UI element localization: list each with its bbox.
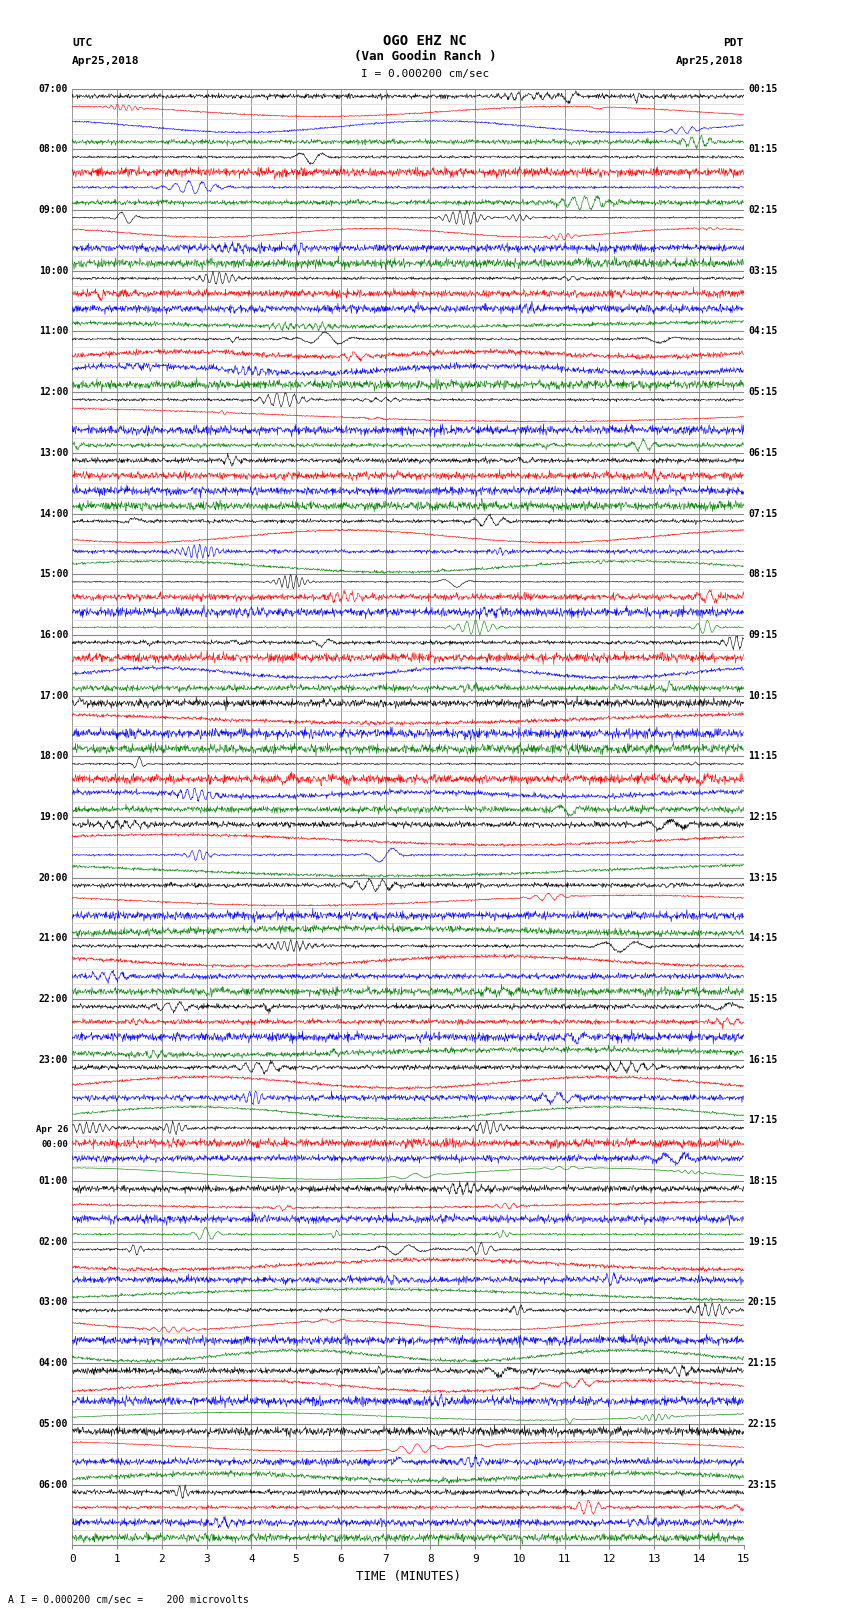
Text: 16:15: 16:15 (748, 1055, 778, 1065)
Text: Apr 26: Apr 26 (36, 1126, 68, 1134)
Text: I = 0.000200 cm/sec: I = 0.000200 cm/sec (361, 69, 489, 79)
Text: 12:00: 12:00 (38, 387, 68, 397)
Text: UTC: UTC (72, 39, 93, 48)
Text: 23:15: 23:15 (748, 1479, 778, 1489)
Text: 15:00: 15:00 (38, 569, 68, 579)
Text: 19:00: 19:00 (38, 811, 68, 823)
Text: 03:00: 03:00 (38, 1297, 68, 1308)
Text: 17:15: 17:15 (748, 1116, 778, 1126)
Text: 10:00: 10:00 (38, 266, 68, 276)
Text: OGO EHZ NC: OGO EHZ NC (383, 34, 467, 48)
Text: 06:00: 06:00 (38, 1479, 68, 1489)
Text: 10:15: 10:15 (748, 690, 778, 700)
Text: 22:15: 22:15 (748, 1419, 778, 1429)
Text: 01:00: 01:00 (38, 1176, 68, 1186)
Text: (Van Goodin Ranch ): (Van Goodin Ranch ) (354, 50, 496, 63)
Text: 00:00: 00:00 (41, 1140, 68, 1148)
Text: Apr25,2018: Apr25,2018 (677, 56, 744, 66)
Text: 04:00: 04:00 (38, 1358, 68, 1368)
Text: 07:15: 07:15 (748, 508, 778, 518)
Text: 08:00: 08:00 (38, 145, 68, 155)
Text: 20:15: 20:15 (748, 1297, 778, 1308)
Text: 21:00: 21:00 (38, 934, 68, 944)
Text: 13:15: 13:15 (748, 873, 778, 882)
Text: 05:15: 05:15 (748, 387, 778, 397)
Text: 07:00: 07:00 (38, 84, 68, 94)
Text: 02:15: 02:15 (748, 205, 778, 215)
Text: PDT: PDT (723, 39, 744, 48)
Text: 02:00: 02:00 (38, 1237, 68, 1247)
Text: 18:00: 18:00 (38, 752, 68, 761)
Text: 06:15: 06:15 (748, 448, 778, 458)
Text: A I = 0.000200 cm/sec =    200 microvolts: A I = 0.000200 cm/sec = 200 microvolts (8, 1595, 249, 1605)
Text: 14:15: 14:15 (748, 934, 778, 944)
Text: 03:15: 03:15 (748, 266, 778, 276)
Text: 08:15: 08:15 (748, 569, 778, 579)
Text: 16:00: 16:00 (38, 631, 68, 640)
Text: 20:00: 20:00 (38, 873, 68, 882)
Text: 11:00: 11:00 (38, 326, 68, 337)
Text: 09:00: 09:00 (38, 205, 68, 215)
Text: 04:15: 04:15 (748, 326, 778, 337)
Text: 17:00: 17:00 (38, 690, 68, 700)
Text: 12:15: 12:15 (748, 811, 778, 823)
Text: 19:15: 19:15 (748, 1237, 778, 1247)
Text: 00:15: 00:15 (748, 84, 778, 94)
Text: 21:15: 21:15 (748, 1358, 778, 1368)
Text: 18:15: 18:15 (748, 1176, 778, 1186)
Text: 15:15: 15:15 (748, 994, 778, 1003)
Text: 13:00: 13:00 (38, 448, 68, 458)
Text: 14:00: 14:00 (38, 508, 68, 518)
Text: 22:00: 22:00 (38, 994, 68, 1003)
Text: 01:15: 01:15 (748, 145, 778, 155)
X-axis label: TIME (MINUTES): TIME (MINUTES) (355, 1569, 461, 1582)
Text: 09:15: 09:15 (748, 631, 778, 640)
Text: 23:00: 23:00 (38, 1055, 68, 1065)
Text: Apr25,2018: Apr25,2018 (72, 56, 139, 66)
Text: 11:15: 11:15 (748, 752, 778, 761)
Text: 05:00: 05:00 (38, 1419, 68, 1429)
